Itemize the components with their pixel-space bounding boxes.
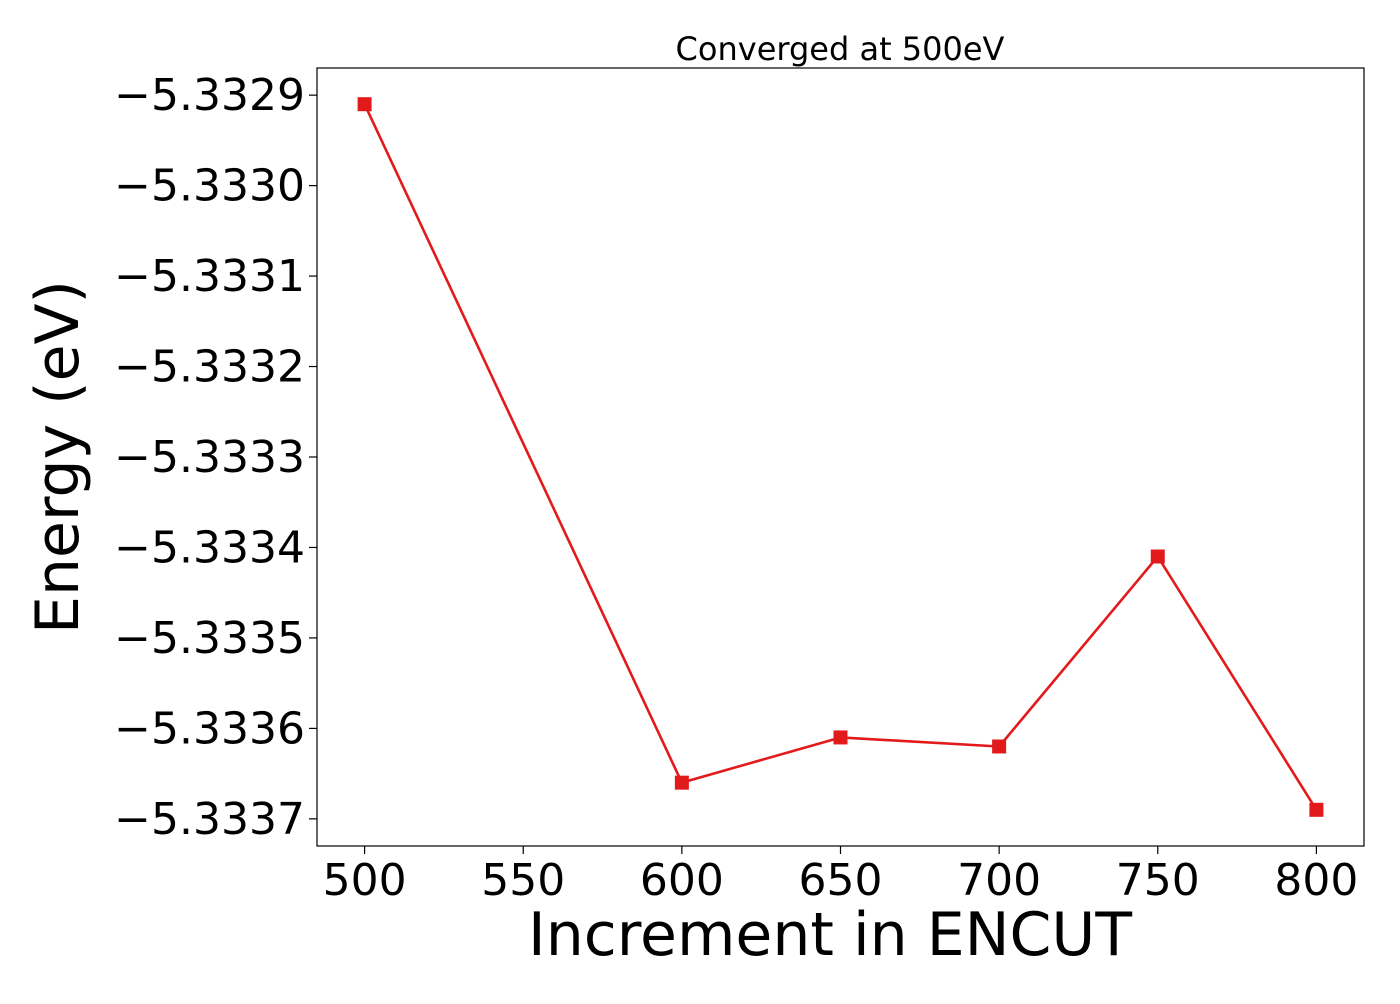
y-tick-label: −5.3329 xyxy=(114,70,305,121)
plot-frame xyxy=(316,67,1365,847)
x-tick-label: 500 xyxy=(323,855,407,906)
data-point-marker xyxy=(1150,549,1165,564)
data-point-marker xyxy=(674,775,689,790)
x-tick-label: 800 xyxy=(1274,855,1358,906)
x-tick-label: 600 xyxy=(640,855,724,906)
x-tick-label: 750 xyxy=(1116,855,1200,906)
y-tick-label: −5.3336 xyxy=(114,703,305,754)
data-point-marker xyxy=(992,739,1007,754)
x-tick-label: 650 xyxy=(799,855,883,906)
y-tick-label: −5.3334 xyxy=(114,522,305,573)
y-tick-label: −5.3337 xyxy=(114,794,305,845)
x-axis-label: Increment in ENCUT xyxy=(528,900,1132,970)
data-point-marker xyxy=(1309,802,1324,817)
x-tick-label: 550 xyxy=(481,855,565,906)
x-tick-label: 700 xyxy=(957,855,1041,906)
y-axis-ticks: −5.3329 −5.3330 −5.3331 −5.3332 −5.3333 −5.33… xyxy=(114,70,317,845)
y-tick-label: −5.3331 xyxy=(114,251,305,302)
chart-title: Converged at 500eV xyxy=(676,30,1005,68)
y-tick-label: −5.3335 xyxy=(114,613,305,664)
y-tick-label: −5.3330 xyxy=(114,161,305,212)
data-point-marker xyxy=(357,97,372,112)
series-layer xyxy=(357,97,1324,817)
series-line xyxy=(363,103,1318,811)
y-tick-label: −5.3333 xyxy=(114,432,305,483)
y-tick-label: −5.3332 xyxy=(114,342,305,393)
x-axis-ticks: 500 550 600 650 700 750 800 xyxy=(323,846,1358,906)
data-point-marker xyxy=(833,730,848,745)
y-axis-label: Energy (eV) xyxy=(23,280,93,634)
